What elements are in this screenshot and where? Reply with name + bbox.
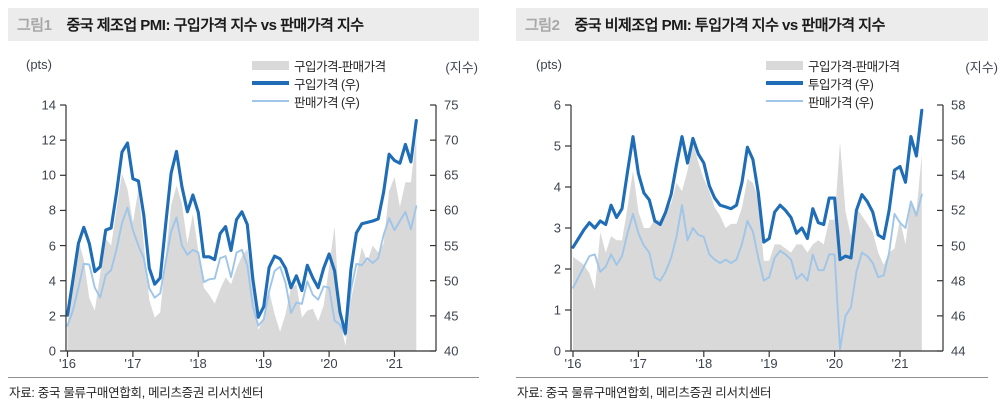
figure-1-legend: 구입가격-판매가격 구입가격 (우) 판매가격 (우) [252, 56, 386, 110]
price-diff-area [573, 141, 922, 351]
purchase-price-line [571, 108, 924, 262]
right-axis-tick-label: 60 [444, 202, 459, 218]
right-axis-tick-label: 45 [444, 308, 459, 324]
right-axis-tick-label: 46 [951, 308, 966, 324]
x-axis-year-label: '18 [189, 356, 207, 371]
area-swatch-icon [766, 60, 803, 70]
x-axis-year-label: '17 [629, 356, 647, 371]
legend-item-dark-line: 구입가격 (우) [252, 74, 386, 92]
left-axis-tick-label: 12 [41, 132, 56, 148]
right-axis-tick-label: 54 [951, 167, 966, 183]
source-divider-line [8, 377, 479, 378]
light-line-swatch-icon [252, 100, 289, 102]
x-axis-year-label: '20 [320, 356, 338, 371]
right-axis-tick-label: 52 [951, 202, 966, 218]
legend-item-dark-line: 투입가격 (우) [766, 74, 900, 92]
right-axis-tick-label: 75 [444, 97, 459, 113]
left-axis-tick-label: 0 [553, 343, 561, 359]
right-axis-tick-label: 65 [444, 167, 459, 183]
figure-1-title-bar: 그림1 중국 제조업 PMI: 구입가격 지수 vs 판매가격 지수 [8, 8, 479, 41]
left-axis-tick-label: 3 [553, 220, 561, 236]
light-line-swatch-icon [766, 100, 803, 102]
left-axis-tick-label: 1 [553, 302, 561, 318]
left-axis-unit-label: (pts) [536, 57, 562, 72]
right-axis-tick-label: 70 [444, 132, 459, 148]
x-axis-year-label: '19 [760, 356, 778, 371]
figure-1-number-label: 그림1 [17, 17, 52, 34]
right-axis-tick-label: 55 [444, 238, 459, 254]
left-axis-tick-label: 0 [48, 343, 56, 359]
dark-line-swatch-icon [766, 81, 803, 85]
figure-2-title-bar: 그림2 중국 비제조업 PMI: 투입가격 지수 vs 판매가격 지수 [516, 8, 988, 41]
x-axis-year-label: '18 [695, 356, 713, 371]
x-axis-year-label: '21 [386, 356, 403, 371]
x-axis-year-label: '19 [255, 356, 273, 371]
legend-item-diff-area: 구입가격-판매가격 [252, 56, 386, 74]
left-axis-tick-label: 5 [553, 138, 561, 154]
purchase-price-line [65, 118, 418, 335]
left-axis-tick-label: 4 [553, 179, 561, 195]
legend-item-light-line: 판매가격 (우) [766, 92, 900, 110]
right-axis-tick-label: 50 [444, 273, 459, 289]
right-axis-tick-label: 58 [951, 97, 966, 113]
legend-label: 구입가격-판매가격 [294, 59, 386, 74]
right-axis-unit-label: (지수) [965, 60, 998, 75]
x-axis-year-label: '17 [124, 356, 142, 371]
right-axis-tick-label: 40 [444, 343, 459, 359]
left-axis-tick-label: 10 [41, 167, 56, 183]
left-axis-tick-label: 8 [48, 202, 56, 218]
figure-1-panel: 그림1 중국 제조업 PMI: 구입가격 지수 vs 판매가격 지수 자료: 중… [8, 8, 479, 404]
figure-2-number-label: 그림2 [525, 17, 560, 34]
legend-item-diff-area: 구입가격-판매가격 [766, 56, 900, 74]
left-axis-unit-label: (pts) [26, 57, 52, 72]
legend-item-light-line: 판매가격 (우) [252, 92, 386, 110]
left-axis-tick-label: 2 [48, 308, 56, 324]
legend-label: 판매가격 (우) [294, 95, 360, 110]
right-axis-tick-label: 48 [951, 273, 966, 289]
price-diff-area [67, 136, 417, 351]
left-axis-tick-label: 4 [48, 273, 56, 289]
left-axis-tick-label: 2 [553, 261, 561, 277]
right-axis-unit-label: (지수) [445, 60, 478, 75]
figure-2-legend: 구입가격-판매가격 투입가격 (우) 판매가격 (우) [766, 56, 900, 110]
selling-price-line [572, 193, 923, 351]
figure-2-title: 중국 비제조업 PMI: 투입가격 지수 vs 판매가격 지수 [574, 17, 885, 34]
source-divider-line [516, 377, 988, 378]
figure-1-title: 중국 제조업 PMI: 구입가격 지수 vs 판매가격 지수 [66, 17, 364, 34]
source-text: 자료: 중국 물류구매연합회, 메리츠증권 리서치센터 [9, 386, 264, 400]
legend-label: 구입가격-판매가격 [808, 59, 900, 74]
left-axis-tick-label: 14 [41, 97, 56, 113]
legend-label: 판매가격 (우) [808, 95, 874, 110]
selling-price-line [66, 205, 418, 337]
legend-label: 구입가격 (우) [294, 77, 360, 92]
x-axis-year-label: '20 [826, 356, 844, 371]
figure-2-panel: 그림2 중국 비제조업 PMI: 투입가격 지수 vs 판매가격 지수 자료: … [516, 8, 988, 404]
right-axis-tick-label: 56 [951, 132, 966, 148]
x-axis-year-label: '16 [59, 356, 76, 371]
right-axis-tick-label: 44 [951, 343, 966, 359]
legend-label: 투입가격 (우) [808, 77, 874, 92]
area-swatch-icon [252, 60, 289, 70]
source-text: 자료: 중국 물류구매연합회, 메리츠증권 리서치센터 [517, 386, 772, 400]
x-axis-year-label: '21 [891, 356, 909, 371]
left-axis-tick-label: 6 [553, 97, 561, 113]
dark-line-swatch-icon [252, 81, 289, 85]
left-axis-tick-label: 6 [48, 238, 56, 254]
right-axis-tick-label: 50 [951, 238, 966, 254]
x-axis-year-label: '16 [564, 356, 582, 371]
